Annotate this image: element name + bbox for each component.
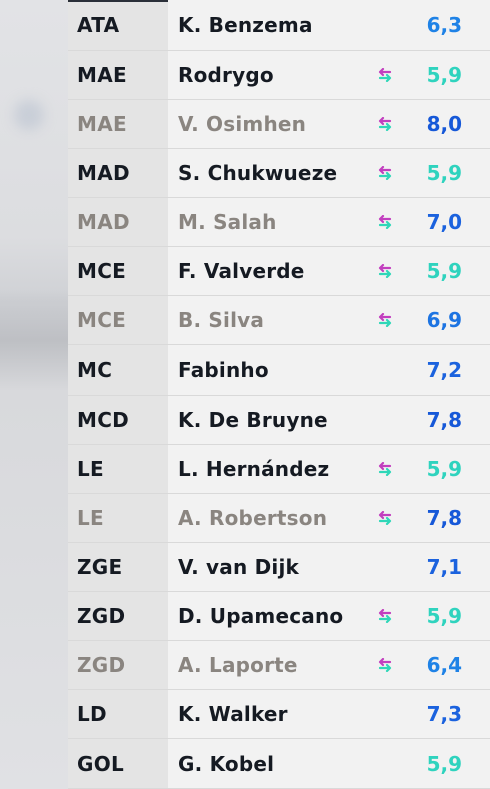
player-rating: 5,9 [426,604,462,628]
position-label: MCD [68,396,168,444]
position-label: ZGD [68,641,168,689]
player-row[interactable]: LE A. Robertson 7,8 [68,494,490,543]
lineup-list: ATA K. Benzema 6,3 MAE Rodrygo 5,9 MAE V. Osimh… [68,0,490,789]
player-rating: 5,9 [426,751,462,776]
position-label: ZGE [68,543,168,591]
swap-icon-placeholder [372,557,398,577]
player-row[interactable]: ZGE V. van Dijk 7,1 [68,543,490,592]
player-row[interactable]: MAE V. Osimhen 8,0 [68,100,490,149]
position-label: LE [68,494,168,542]
player-name: B. Silva [178,308,265,332]
swap-icon-placeholder [372,15,398,35]
position-label: ATA [68,0,168,50]
player-rating: 6,9 [426,308,462,332]
swap-icon-placeholder [372,360,398,380]
player-rating: 7,3 [426,702,462,726]
player-rating: 7,0 [426,210,462,234]
background-blur [0,290,68,390]
position-label: MC [68,345,168,395]
player-rating: 7,2 [426,358,462,382]
swap-icon[interactable] [372,261,398,281]
player-row[interactable]: MCE B. Silva 6,9 [68,296,490,345]
player-name: G. Kobel [178,751,275,776]
player-rating: 6,4 [426,653,462,677]
position-label: LE [68,445,168,493]
player-row[interactable]: LE L. Hernández 5,9 [68,445,490,494]
player-row[interactable]: GOL G. Kobel 5,9 [68,739,490,789]
player-row[interactable]: MC Fabinho 7,2 [68,345,490,396]
position-label: GOL [68,739,168,788]
player-rating: 7,8 [426,506,462,530]
player-name: D. Upamecano [178,604,344,628]
player-row[interactable]: MAD S. Chukwueze 5,9 [68,149,490,198]
player-rating: 5,9 [426,259,462,283]
player-rating: 6,3 [426,13,462,37]
swap-icon[interactable] [372,212,398,232]
player-name: A. Robertson [178,506,328,530]
player-name: K. De Bruyne [178,408,328,432]
player-rating: 5,9 [426,161,462,185]
player-rating: 7,1 [426,555,462,579]
player-row[interactable]: MAD M. Salah 7,0 [68,198,490,247]
player-name: V. van Dijk [178,555,300,579]
position-label: LD [68,690,168,738]
player-name: M. Salah [178,210,277,234]
player-row[interactable]: ZGD D. Upamecano 5,9 [68,592,490,641]
position-label: MCE [68,296,168,344]
swap-icon[interactable] [372,163,398,183]
player-name: V. Osimhen [178,112,307,136]
position-label: MAD [68,198,168,246]
player-rating: 5,9 [426,457,462,481]
player-name: A. Laporte [178,653,298,677]
swap-icon-placeholder [372,410,398,430]
player-row[interactable]: ZGD A. Laporte 6,4 [68,641,490,690]
player-name: K. Benzema [178,13,313,37]
swap-icon[interactable] [372,508,398,528]
position-label: MAE [68,51,168,99]
player-row[interactable]: ATA K. Benzema 6,3 [68,0,490,51]
player-row[interactable]: MCE F. Valverde 5,9 [68,247,490,296]
swap-icon[interactable] [372,459,398,479]
background-panel [0,0,68,789]
player-rating: 7,8 [426,408,462,432]
swap-icon[interactable] [372,65,398,85]
position-label: MAE [68,100,168,148]
swap-icon[interactable] [372,114,398,134]
player-row[interactable]: LD K. Walker 7,3 [68,690,490,739]
player-name: Fabinho [178,358,269,382]
swap-icon[interactable] [372,606,398,626]
swap-icon-placeholder [372,704,398,724]
swap-icon[interactable] [372,655,398,675]
position-label: MCE [68,247,168,295]
position-label: MAD [68,149,168,197]
player-rating: 5,9 [426,63,462,87]
player-name: K. Walker [178,702,288,726]
swap-icon-placeholder [372,754,398,774]
player-row[interactable]: MCD K. De Bruyne 7,8 [68,396,490,445]
player-rating: 8,0 [426,112,462,136]
position-label: ZGD [68,592,168,640]
player-name: F. Valverde [178,259,305,283]
player-name: Rodrygo [178,63,274,87]
player-row[interactable]: MAE Rodrygo 5,9 [68,51,490,100]
header-underline [68,0,168,2]
player-name: S. Chukwueze [178,161,338,185]
background-blur-spot [14,100,44,130]
swap-icon[interactable] [372,310,398,330]
player-name: L. Hernández [178,457,330,481]
